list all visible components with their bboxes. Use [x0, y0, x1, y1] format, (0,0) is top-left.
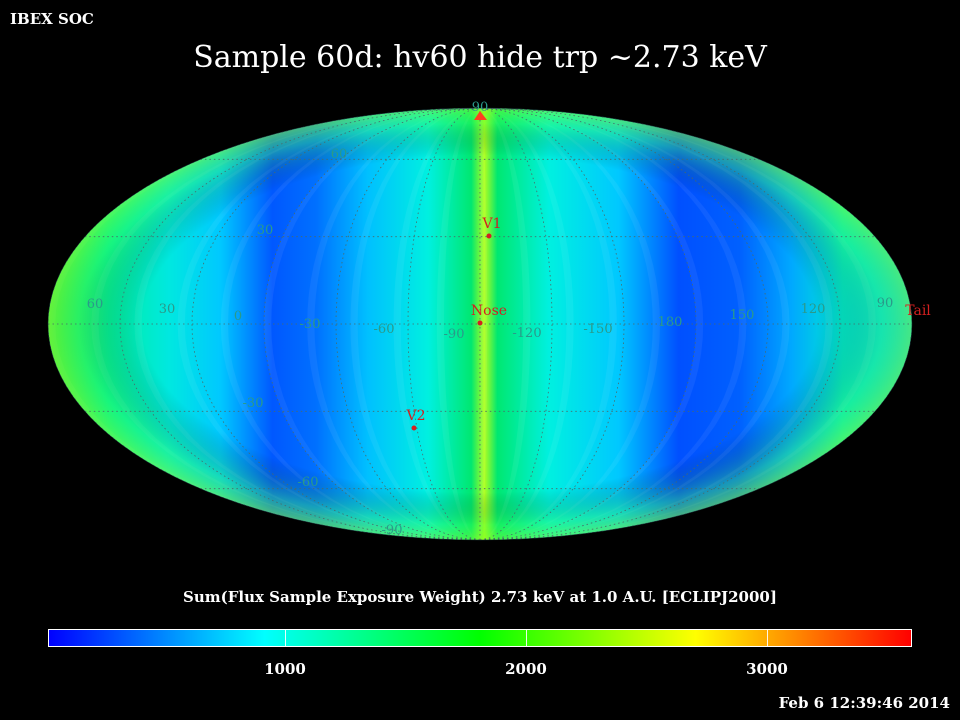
org-label: IBEX SOC: [10, 10, 94, 28]
lon-label: -120: [512, 326, 541, 341]
lat-label: -30: [243, 396, 264, 411]
colorbar: [48, 629, 912, 647]
lat-label: -90: [382, 523, 403, 538]
timestamp: Feb 6 12:39:46 2014: [778, 694, 950, 712]
colorbar-tick: [285, 630, 286, 646]
v1-label: V1: [481, 216, 501, 232]
grid-meridian: [191, 108, 481, 540]
lon-label: -90: [444, 327, 465, 342]
lat-label: 30: [257, 223, 274, 238]
lon-label: -30: [300, 317, 321, 332]
grid-meridian: [479, 108, 769, 540]
v2-label: V2: [405, 408, 425, 424]
lat-label: 90: [472, 100, 489, 115]
tail-label: Tail: [905, 303, 931, 319]
colorbar-tick-label: 2000: [505, 660, 547, 678]
v2-marker: [411, 425, 417, 431]
lat-label: 60: [331, 147, 348, 162]
colorbar-tick-label: 1000: [264, 660, 306, 678]
colorbar-tick-label: 3000: [746, 660, 788, 678]
map-title: Sample 60d: hv60 hide trp ~2.73 keV: [193, 40, 767, 75]
colorbar-tick: [526, 630, 527, 646]
lon-label: 60: [87, 297, 104, 312]
colorbar-tick: [767, 630, 768, 646]
lon-label: 0: [234, 309, 242, 324]
lon-label: 180: [658, 315, 683, 330]
lat-label: -60: [298, 475, 319, 490]
nose-label: Nose: [471, 303, 507, 319]
grid-meridian: [479, 108, 553, 540]
nose-marker: [477, 320, 483, 326]
lon-label: -60: [374, 322, 395, 337]
colorbar-title: Sum(Flux Sample Exposure Weight) 2.73 ke…: [183, 588, 777, 606]
v1-marker: [486, 233, 492, 239]
grid-meridian: [407, 108, 481, 540]
lon-label: 120: [801, 302, 826, 317]
lon-label: 150: [730, 308, 755, 323]
lon-label: -150: [583, 322, 612, 337]
north-hotspot: [474, 111, 487, 120]
lon-label: 90: [877, 296, 894, 311]
lon-label: 30: [159, 302, 176, 317]
